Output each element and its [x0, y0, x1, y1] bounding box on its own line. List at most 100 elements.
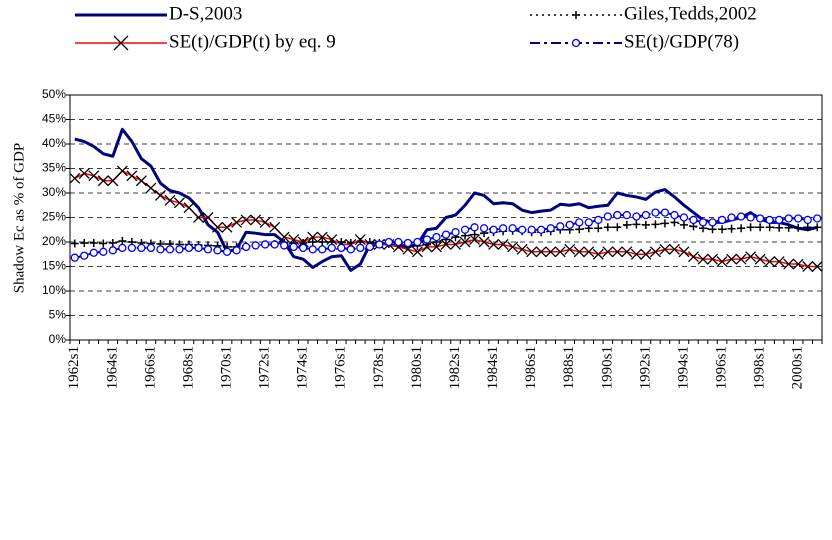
marker — [727, 224, 736, 233]
marker — [478, 236, 490, 248]
marker — [575, 225, 584, 234]
marker — [803, 215, 812, 225]
marker — [394, 237, 403, 247]
marker — [88, 170, 100, 182]
marker — [70, 239, 79, 248]
x-tick-label: 1976s1 — [333, 346, 349, 389]
marker — [308, 245, 317, 254]
marker — [583, 246, 595, 258]
marker — [346, 245, 355, 254]
marker — [327, 243, 336, 253]
x-tick-label: 1986s1 — [523, 346, 539, 389]
marker — [564, 243, 576, 255]
marker — [70, 253, 79, 262]
x-tick-label: 1964s1 — [104, 346, 120, 389]
marker — [545, 246, 557, 258]
marker — [212, 221, 224, 233]
marker — [337, 243, 346, 253]
marker — [146, 243, 156, 253]
marker — [649, 246, 661, 258]
marker — [241, 242, 251, 252]
marker — [440, 238, 452, 250]
y-tick-label: 50% — [42, 87, 66, 101]
marker — [488, 238, 500, 250]
marker — [489, 225, 498, 234]
marker — [250, 214, 262, 226]
marker — [546, 224, 555, 233]
marker — [127, 243, 137, 253]
marker — [668, 243, 680, 255]
marker — [775, 223, 784, 232]
x-tick-label: 2000s1 — [790, 346, 806, 389]
marker — [375, 240, 384, 249]
marker — [326, 234, 338, 246]
legend-entry: D-S,2003 — [75, 3, 242, 24]
marker — [288, 234, 300, 246]
marker — [573, 246, 585, 258]
marker — [794, 214, 803, 223]
marker — [689, 215, 698, 225]
marker — [278, 231, 290, 243]
marker — [792, 258, 804, 270]
marker — [450, 238, 461, 250]
marker — [708, 218, 717, 227]
marker — [118, 237, 127, 246]
marker — [99, 247, 108, 256]
marker — [670, 218, 679, 227]
marker — [431, 241, 442, 253]
marker — [240, 214, 252, 226]
marker — [718, 225, 727, 234]
series-line — [74, 127, 818, 272]
marker — [603, 212, 612, 221]
marker — [554, 246, 566, 258]
marker — [765, 223, 774, 232]
marker — [222, 247, 232, 256]
marker — [69, 172, 81, 184]
marker — [154, 189, 166, 201]
marker — [108, 246, 117, 255]
marker — [193, 212, 204, 223]
y-tick-label: 25% — [42, 210, 66, 224]
marker — [135, 175, 147, 187]
marker — [707, 253, 718, 265]
legend-marker — [571, 38, 581, 48]
x-tick-label: 1984s1 — [485, 346, 501, 389]
marker — [726, 253, 738, 265]
marker — [611, 246, 623, 258]
series — [69, 165, 823, 272]
y-tick-label: 40% — [42, 136, 66, 150]
x-tick-label: 1988s1 — [561, 346, 577, 389]
marker — [80, 238, 89, 247]
marker — [174, 197, 185, 209]
marker — [765, 215, 774, 225]
marker — [470, 230, 479, 239]
marker — [356, 243, 365, 253]
x-tick-label: 1974s1 — [295, 346, 311, 389]
x-tick-label: 1982s1 — [447, 346, 463, 389]
marker — [126, 170, 138, 182]
marker — [194, 243, 203, 253]
x-tick-label: 1962s1 — [66, 346, 82, 389]
marker — [232, 246, 241, 255]
marker — [289, 242, 298, 252]
marker — [479, 224, 489, 233]
marker — [316, 231, 328, 243]
marker — [783, 258, 795, 270]
marker — [526, 246, 538, 258]
marker — [516, 243, 528, 255]
legend-marker — [113, 35, 129, 51]
marker — [508, 224, 517, 233]
marker — [632, 212, 641, 221]
marker — [670, 210, 679, 220]
marker — [231, 216, 243, 228]
marker — [108, 238, 117, 247]
marker — [137, 243, 146, 253]
marker — [784, 223, 793, 232]
marker — [584, 218, 593, 227]
marker — [756, 223, 765, 232]
marker — [688, 251, 699, 263]
marker — [813, 214, 822, 223]
marker — [602, 246, 614, 258]
marker — [402, 243, 414, 255]
